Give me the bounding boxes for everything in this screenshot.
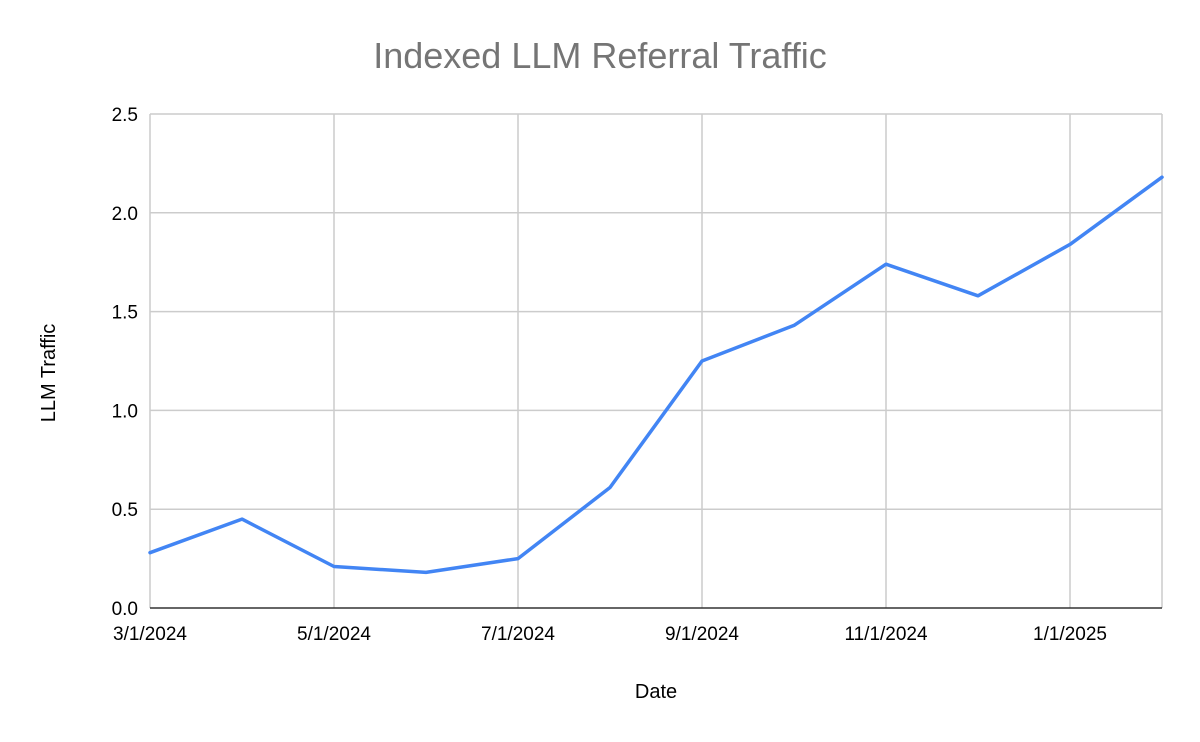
y-tick-label: 1.5 <box>112 303 138 324</box>
gridlines <box>149 113 1163 609</box>
y-tick-label: 2.0 <box>112 204 138 225</box>
x-tick-label: 3/1/2024 <box>113 624 187 645</box>
y-tick-label: 1.0 <box>112 401 138 422</box>
series-line <box>148 175 1164 575</box>
x-axis-ticks: 3/1/2024 5/1/2024 7/1/2024 9/1/2024 11/1/202… <box>113 624 1107 645</box>
x-tick-label: 9/1/2024 <box>665 624 739 645</box>
x-tick-label: 11/1/2024 <box>844 624 928 645</box>
y-tick-label: 2.5 <box>112 105 138 126</box>
y-tick-label: 0.5 <box>112 500 138 521</box>
x-axis-title: Date <box>635 681 677 703</box>
series-layer <box>148 175 1164 575</box>
x-tick-label: 5/1/2024 <box>297 624 371 645</box>
chart-title: Indexed LLM Referral Traffic <box>373 35 827 76</box>
y-axis-ticks: 0.0 0.5 1.0 1.5 2.0 2.5 <box>112 105 138 620</box>
x-tick-label: 1/1/2025 <box>1033 624 1107 645</box>
x-tick-label: 7/1/2024 <box>481 624 555 645</box>
y-axis-title: LLM Traffic <box>38 324 60 423</box>
y-tick-label: 0.0 <box>112 599 138 620</box>
